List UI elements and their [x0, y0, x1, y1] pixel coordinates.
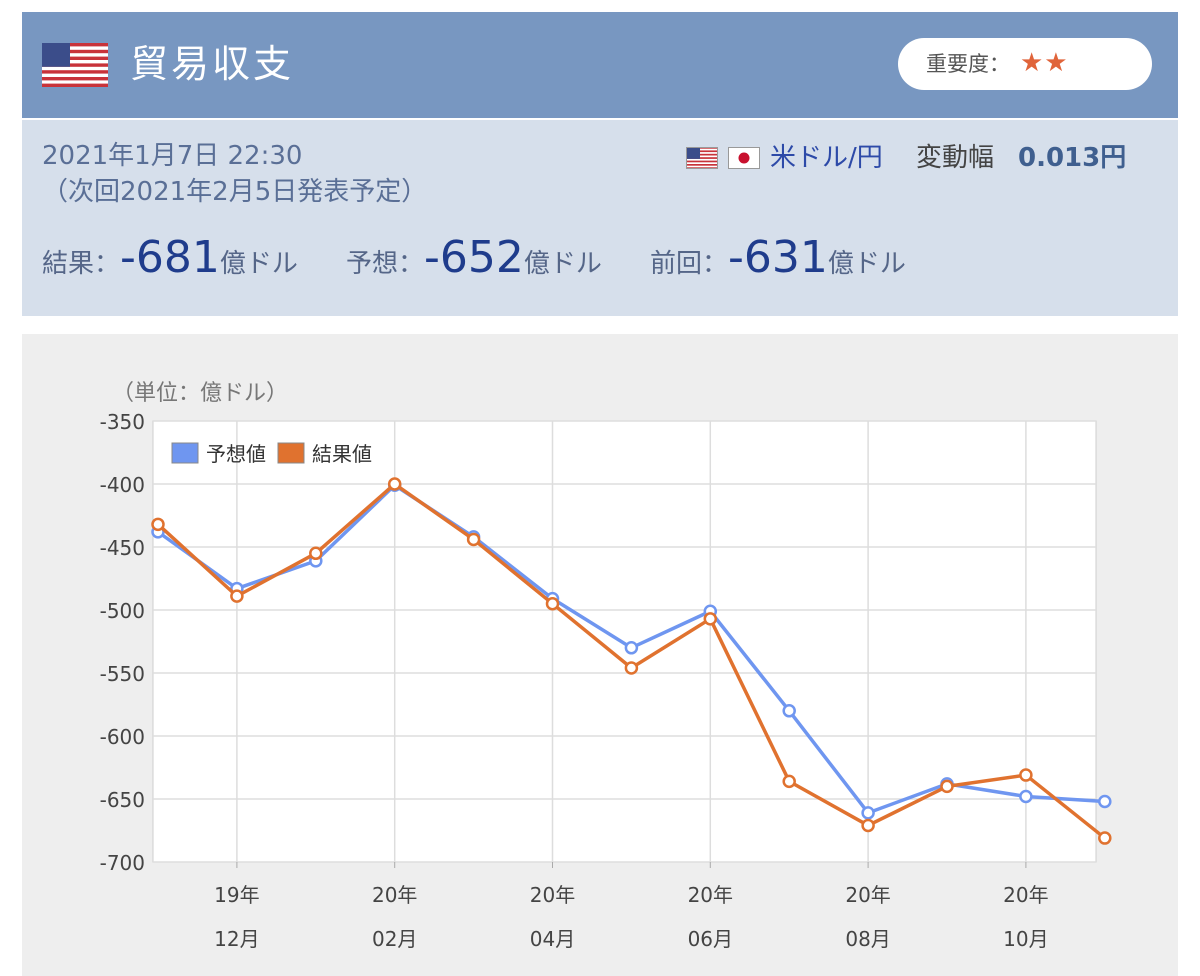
data-point: [151, 517, 165, 532]
previous-label: 前回：: [650, 249, 729, 279]
data-point: [861, 818, 875, 833]
data-point: [466, 532, 481, 547]
data-point: [624, 641, 639, 655]
data-point: [861, 806, 875, 820]
jp-flag-icon: [728, 147, 760, 169]
y-tick-label: -650: [100, 788, 145, 812]
y-tick-label: -500: [100, 599, 145, 623]
importance-label: 重要度：: [926, 52, 1010, 76]
x-tick-label: 20年: [688, 883, 733, 907]
x-tick-label: 12月: [214, 927, 259, 951]
pair-name[interactable]: 米ドル/円: [770, 143, 883, 173]
previous-unit: 億ドル: [827, 249, 906, 279]
data-point: [1019, 768, 1033, 782]
forecast-stat: 予想：-652億ドル: [346, 232, 602, 292]
result-stat: 結果：-681億ドル: [42, 232, 298, 292]
data-point: [230, 589, 244, 603]
us-flag-icon: [686, 147, 718, 169]
y-tick-label: -350: [100, 410, 145, 434]
result-label: 結果：: [42, 249, 121, 279]
forecast-value: -652: [424, 232, 524, 283]
importance-badge: 重要度： ★★: [898, 38, 1152, 90]
release-datetime: 2021年1月7日 22:30: [42, 141, 303, 171]
release-info: 2021年1月7日 22:30 （次回2021年2月5日発表予定） 米ドル/円 …: [22, 120, 1178, 316]
us-flag-icon: [42, 43, 108, 87]
indicator-title: 貿易収支: [130, 42, 295, 86]
x-tick-label: 20年: [845, 883, 890, 907]
y-tick-label: -450: [100, 536, 145, 560]
x-tick-label: 02月: [372, 927, 417, 951]
data-point: [387, 477, 402, 491]
x-tick-label: 04月: [530, 927, 575, 951]
importance-stars: ★★: [1020, 48, 1069, 78]
x-tick-label: 10月: [1003, 927, 1048, 951]
chart-panel: -350 -400 -450 -500 -550 -600 -650 -700 19年 12月 20…: [22, 334, 1178, 976]
x-tick-label: 19年: [214, 883, 259, 907]
data-point: [1098, 794, 1112, 809]
indicator-header: 貿易収支 重要度： ★★: [22, 12, 1178, 118]
y-tick-label: -700: [100, 851, 145, 875]
previous-stat: 前回：-631億ドル: [650, 232, 906, 292]
data-point: [545, 596, 560, 611]
data-point: [782, 704, 796, 718]
data-point: [782, 774, 796, 789]
y-tick-label: -400: [100, 473, 145, 497]
unit-label: （単位：億ドル）: [112, 381, 288, 406]
data-point: [309, 546, 323, 561]
range-value: 0.013円: [1018, 143, 1127, 173]
x-tick-label: 20年: [530, 883, 575, 907]
y-tick-label: -600: [100, 725, 145, 749]
data-point: [940, 779, 954, 794]
legend-swatch: [171, 442, 199, 464]
data-point: [1098, 831, 1112, 845]
forecast-label: 予想：: [346, 249, 425, 279]
x-tick-label: 08月: [845, 927, 890, 951]
result-unit: 億ドル: [219, 249, 298, 279]
legend-label: 結果値: [312, 442, 372, 466]
forecast-unit: 億ドル: [523, 249, 602, 279]
x-tick-label: 20年: [372, 883, 417, 907]
legend-label: 予想値: [206, 442, 266, 466]
next-release: （次回2021年2月5日発表予定）: [42, 177, 428, 207]
result-value: -681: [120, 232, 220, 283]
trade-balance-chart: -350 -400 -450 -500 -550 -600 -650 -700 19年 12月 20…: [100, 381, 1112, 951]
x-tick-label: 20年: [1003, 883, 1048, 907]
data-point: [1019, 789, 1033, 804]
data-point: [624, 661, 639, 675]
range-label: 変動幅: [916, 143, 995, 173]
previous-value: -631: [728, 232, 828, 283]
legend-swatch: [277, 442, 305, 464]
y-tick-label: -550: [100, 662, 145, 686]
x-tick-label: 06月: [688, 927, 733, 951]
data-point: [703, 612, 718, 626]
